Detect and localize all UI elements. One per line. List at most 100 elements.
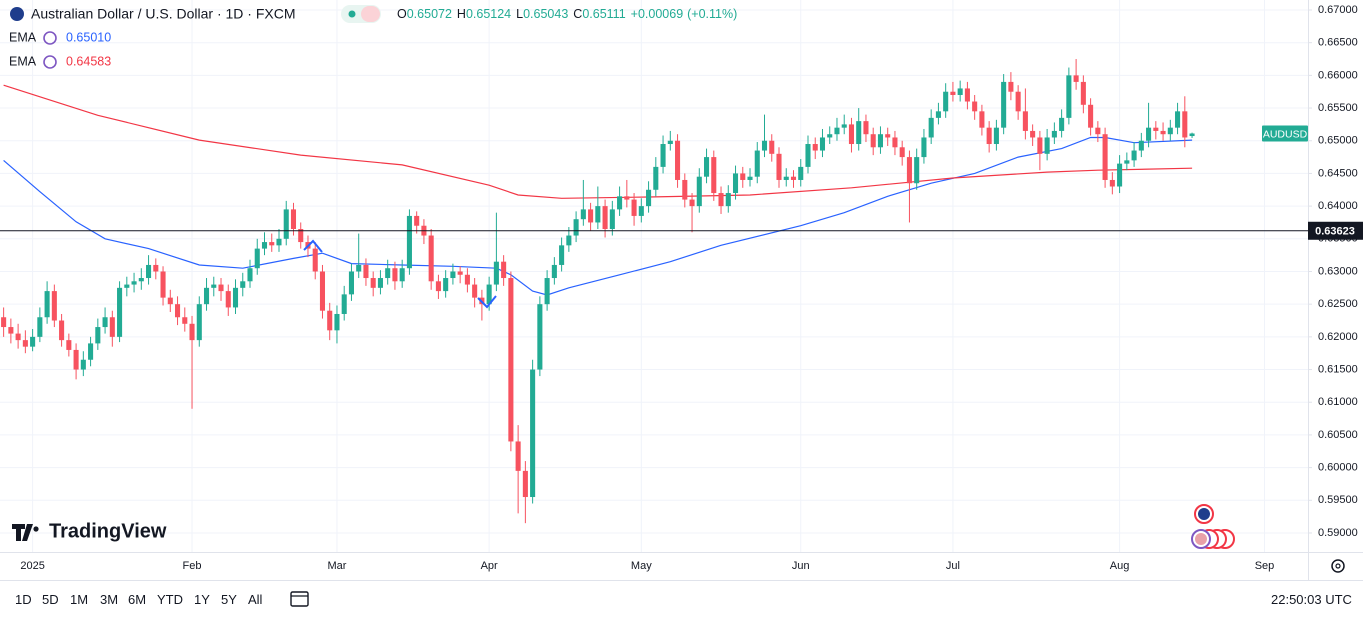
candle-body — [899, 147, 905, 158]
candle-body — [1175, 111, 1181, 128]
status-icon — [361, 6, 380, 22]
candle-body — [247, 268, 253, 282]
ohlc-field-label: L — [516, 7, 523, 21]
candle-body — [1153, 127, 1159, 131]
candle-body — [1189, 133, 1195, 137]
y-tick-label: 0.62000 — [1318, 331, 1358, 343]
legend-name: EMA — [9, 54, 37, 68]
candle-body — [870, 134, 876, 148]
candle-body — [1131, 150, 1137, 161]
candle-body — [334, 313, 340, 331]
symbol-tag: AUDUSD — [1263, 128, 1308, 140]
candle-body — [921, 137, 927, 158]
candle-body — [617, 196, 623, 210]
candle-body — [22, 340, 28, 347]
range-button[interactable]: 5D — [42, 592, 59, 607]
candle-body — [885, 134, 891, 138]
y-tick-label: 0.61000 — [1318, 396, 1358, 408]
candle-body — [704, 157, 710, 177]
candle-body — [906, 157, 912, 184]
candle-body — [769, 140, 775, 154]
clock: 22:50:03 UTC — [1271, 592, 1352, 607]
range-button[interactable]: 1D — [15, 592, 32, 607]
legend: EMA 0.65010 EMA 0.64583 — [9, 30, 111, 69]
candle-body — [515, 441, 521, 471]
candle-body — [798, 166, 804, 180]
candle-body — [1073, 75, 1079, 82]
candle-body — [653, 166, 659, 190]
candle-body — [1015, 91, 1021, 112]
candle-body — [1037, 137, 1043, 154]
candle-body — [290, 209, 297, 229]
candle-body — [341, 294, 347, 314]
settings-button[interactable] — [1331, 559, 1345, 573]
change-pct: (+0.11%) — [687, 7, 737, 21]
candle-body — [392, 268, 398, 282]
legend-icon — [43, 55, 57, 69]
range-button[interactable]: 3M — [100, 592, 119, 607]
range-button[interactable]: 6M — [128, 592, 147, 607]
candle-body — [863, 121, 869, 135]
candle-body — [124, 284, 130, 288]
candle-body — [385, 268, 391, 279]
candle-body — [59, 320, 65, 341]
candle-body — [914, 157, 920, 184]
candle-body — [254, 248, 260, 269]
candle-body — [609, 209, 615, 229]
x-tick-label: Feb — [183, 560, 202, 572]
range-button[interactable]: 1Y — [194, 592, 210, 607]
candle-body — [80, 359, 86, 370]
candle-body — [1051, 130, 1057, 138]
candle-body — [754, 150, 760, 177]
candle-body — [812, 144, 818, 151]
candle-body — [225, 291, 231, 308]
candle-body — [805, 144, 811, 167]
candle-body — [696, 176, 702, 207]
ohlc-field-value: 0.65072 — [407, 7, 452, 21]
candle-body — [117, 287, 123, 337]
range-button[interactable]: All — [248, 592, 263, 607]
logo-mark — [12, 524, 33, 541]
candle-body — [37, 317, 43, 337]
candle-body — [711, 157, 717, 194]
settings-icon — [1335, 563, 1341, 569]
candle-body — [356, 264, 362, 272]
candle-body — [1138, 140, 1144, 151]
candle-body — [725, 193, 731, 207]
candle-body — [950, 91, 956, 95]
candle-body — [363, 264, 369, 279]
candle-body — [790, 176, 797, 180]
candle-body — [1022, 111, 1028, 131]
x-tick-label: Aug — [1110, 560, 1130, 572]
candle-body — [269, 242, 275, 246]
x-tick-label: Apr — [481, 560, 498, 572]
candle-body — [464, 274, 470, 285]
candle-body — [761, 140, 768, 151]
range-button[interactable]: 1M — [70, 592, 89, 607]
candle-body — [667, 140, 673, 145]
symbol-flag — [10, 7, 24, 21]
y-tick-label: 0.61500 — [1318, 363, 1358, 375]
y-tick-label: 0.63000 — [1318, 265, 1358, 277]
range-button[interactable]: 5Y — [221, 592, 237, 607]
candle-body — [1044, 137, 1050, 154]
event-flag-icon — [1198, 508, 1210, 520]
candle-body — [841, 124, 847, 128]
y-tick-label: 0.59000 — [1318, 527, 1358, 539]
range-button[interactable]: YTD — [157, 592, 183, 607]
chart-title: Australian Dollar / U.S. Dollar · 1D · F… — [31, 6, 296, 22]
date-range-button[interactable] — [290, 591, 309, 607]
ohlc-field-value: 0.65124 — [466, 7, 511, 21]
logo-dot — [33, 526, 39, 532]
ema-line — [3, 84, 1193, 199]
candle-body — [15, 333, 21, 341]
candle-body — [30, 336, 36, 347]
symbol-tag-badge — [1262, 125, 1308, 142]
candle-body — [457, 271, 463, 275]
candle-body — [1066, 75, 1072, 118]
candle-body — [566, 235, 572, 246]
candle-body — [602, 206, 608, 229]
candle-body — [682, 179, 688, 200]
candle-body — [44, 291, 50, 318]
